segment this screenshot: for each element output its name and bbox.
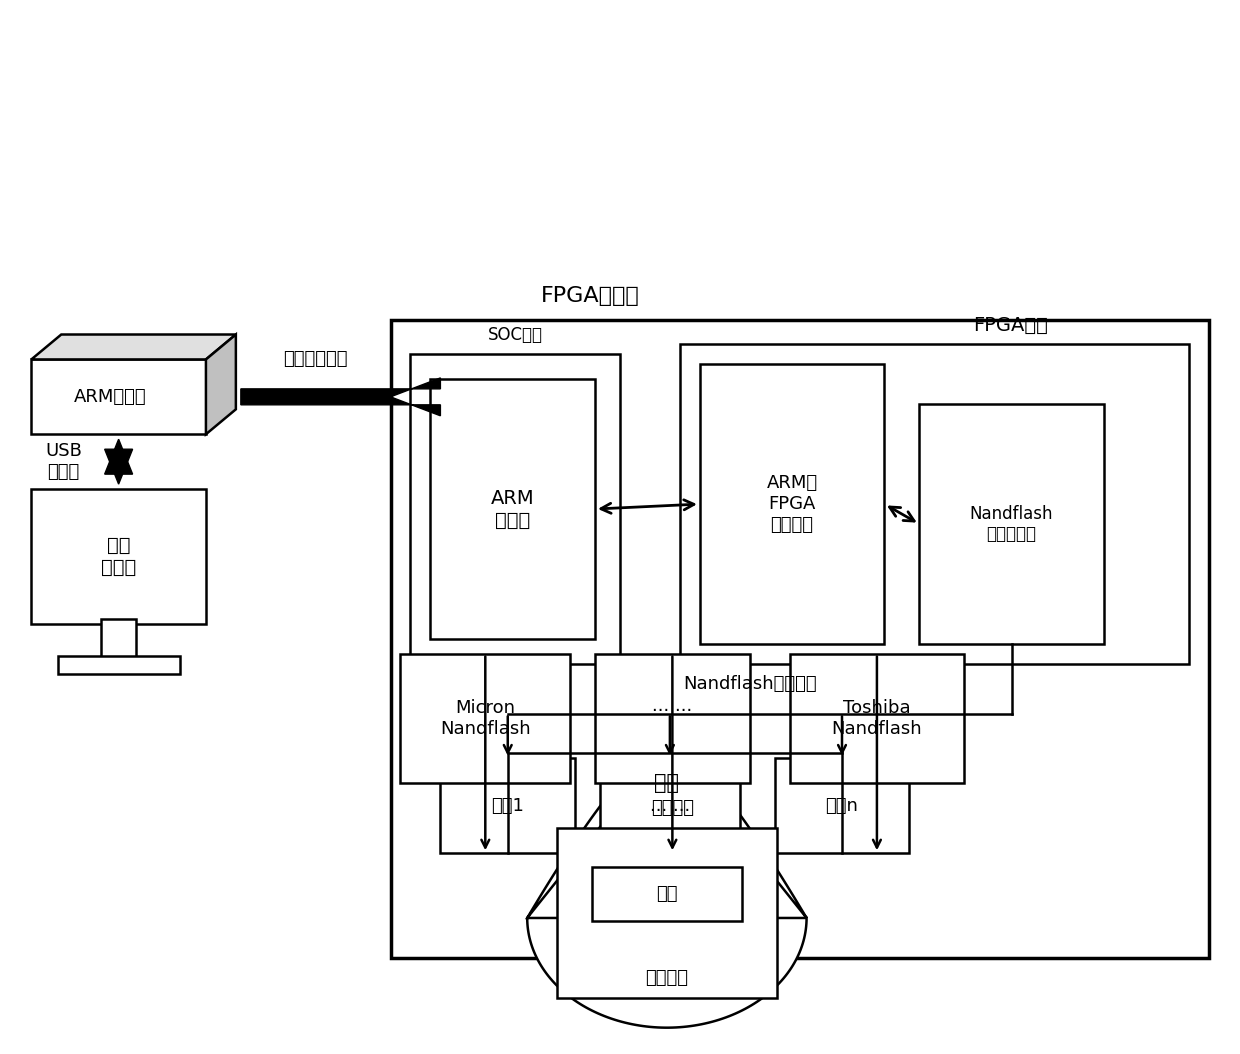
Bar <box>430 379 595 639</box>
Text: 插槽: 插槽 <box>656 885 677 903</box>
Bar <box>557 828 776 998</box>
Bar <box>919 405 1104 644</box>
Text: 仿真器连接线: 仿真器连接线 <box>284 350 348 368</box>
Text: SOC芯片: SOC芯片 <box>487 327 543 345</box>
Text: 背面: 背面 <box>655 774 680 794</box>
Text: ARM
处理器: ARM 处理器 <box>491 489 534 529</box>
Text: USB
连接线: USB 连接线 <box>46 443 82 481</box>
Polygon shape <box>527 743 806 1028</box>
Bar <box>410 354 620 664</box>
Bar <box>31 489 206 624</box>
Bar <box>401 653 570 783</box>
Text: FPGA调试板: FPGA调试板 <box>541 286 640 306</box>
Text: 插槽n: 插槽n <box>826 797 858 815</box>
Polygon shape <box>241 378 440 415</box>
Polygon shape <box>206 334 236 434</box>
Bar <box>600 759 740 853</box>
Polygon shape <box>104 449 133 484</box>
Text: ... ...: ... ... <box>650 797 689 815</box>
Text: 测试
计算机: 测试 计算机 <box>100 535 136 577</box>
Bar <box>790 653 965 783</box>
Bar <box>680 345 1189 664</box>
Polygon shape <box>104 440 133 474</box>
Text: Micron
Nandflash: Micron Nandflash <box>440 699 531 738</box>
Polygon shape <box>31 359 206 434</box>
Bar <box>102 619 136 659</box>
Bar <box>699 365 884 644</box>
Bar <box>57 656 180 674</box>
Text: 测试小板: 测试小板 <box>651 799 694 817</box>
Text: Toshiba
Nandflash: Toshiba Nandflash <box>832 699 923 738</box>
Bar <box>775 759 909 853</box>
Text: ARM仿真器: ARM仿真器 <box>73 388 146 406</box>
Text: 插槽1: 插槽1 <box>491 797 525 815</box>
Text: Nandflash
控制器电路: Nandflash 控制器电路 <box>970 505 1053 544</box>
Bar <box>591 866 742 921</box>
Bar <box>113 449 124 474</box>
Text: FPGA芯片: FPGA芯片 <box>973 315 1048 334</box>
Bar <box>595 653 750 783</box>
Text: 测试小板: 测试小板 <box>645 969 688 987</box>
Bar <box>440 759 575 853</box>
Bar <box>391 319 1209 958</box>
Text: ... ...: ... ... <box>652 697 692 715</box>
Text: Nandflash信号接口: Nandflash信号接口 <box>683 675 816 692</box>
Text: ARM转
FPGA
总线电路: ARM转 FPGA 总线电路 <box>766 474 817 534</box>
Polygon shape <box>31 334 236 359</box>
